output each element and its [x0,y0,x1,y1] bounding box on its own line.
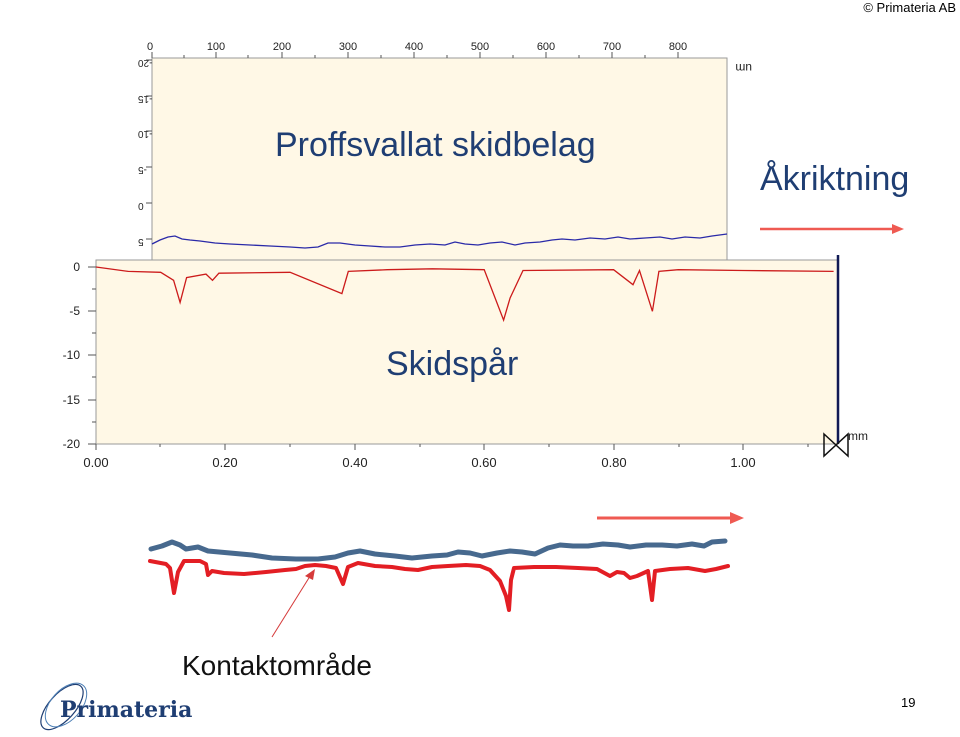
upper-x-tick-label: 600 [537,41,555,53]
lower-x-tick-label: 1.00 [730,455,755,470]
copyright-text: © Primateria AB [863,0,956,15]
upper-y-tick-label: -10 [138,128,153,139]
upper-x-tick-label: 200 [273,41,291,53]
logo-swoosh-icon [40,682,88,731]
lower-x-unit-label: mm [848,429,868,443]
direction-arrow-top [760,224,904,234]
lower-y-tick-label: -5 [69,304,80,318]
lower-red-trace [95,266,834,323]
upper-plot-area [151,57,728,261]
lower-x-tick-label: 0.40 [342,455,367,470]
upper-y-tick-marks [146,59,152,240]
upper-x-tick-label: 500 [471,41,489,53]
upper-x-tick-label: 400 [405,41,423,53]
track-label: Skidspår [386,345,519,383]
lower-x-tick-marks [95,444,809,450]
lower-x-tick-label: 0.00 [83,455,108,470]
upper-y-tick-label: -20 [138,57,153,68]
lower-y-tick-labels: 0 -5 -10 -15 -20 [63,260,81,451]
company-logo: Primateria [60,697,193,723]
bowtie-marker-icon [823,432,849,458]
lower-y-tick-marks [88,266,96,445]
upper-blue-trace [151,233,728,249]
upper-y-tick-label: 5 [138,236,144,247]
upper-y-tick-label: -5 [138,164,147,175]
upper-x-tick-marks [151,52,679,58]
lower-y-tick-label: 0 [73,260,80,274]
lower-y-tick-label: -20 [63,437,81,451]
upper-x-tick-label: 0 [147,41,153,53]
upper-x-tick-label: 800 [669,41,687,53]
schematic-ski-line [148,559,730,612]
lower-x-tick-label: 0.60 [471,455,496,470]
upper-x-tick-label: 300 [339,41,357,53]
upper-y-tick-label: -15 [138,93,153,104]
lower-y-tick-label: -15 [63,393,81,407]
upper-y-tick-labels: -20 -15 -10 -5 0 5 [138,57,153,247]
upper-y-unit-label: um [735,61,752,75]
contact-area-label: Kontaktområde [182,650,372,681]
upper-x-tick-label: 700 [603,41,621,53]
lower-y-tick-label: -10 [63,348,81,362]
schematic-base-line [148,538,728,562]
lower-x-tick-labels: 0.00 0.20 0.40 0.60 0.80 1.00 [83,455,755,470]
contact-pointer-arrow [271,569,315,638]
direction-arrow-bottom [597,512,744,524]
upper-x-tick-label: 100 [207,41,225,53]
lower-x-tick-label: 0.20 [212,455,237,470]
lower-x-tick-label: 0.80 [601,455,626,470]
direction-label: Åkriktning [760,160,910,198]
slide-title: Proffsvallat skidbelag [275,126,596,164]
upper-y-tick-label: 0 [138,200,144,211]
page-number: 19 [901,695,916,710]
upper-x-tick-labels: 0 100 200 300 400 500 600 700 800 [147,41,687,53]
lower-plot-area [95,259,839,445]
